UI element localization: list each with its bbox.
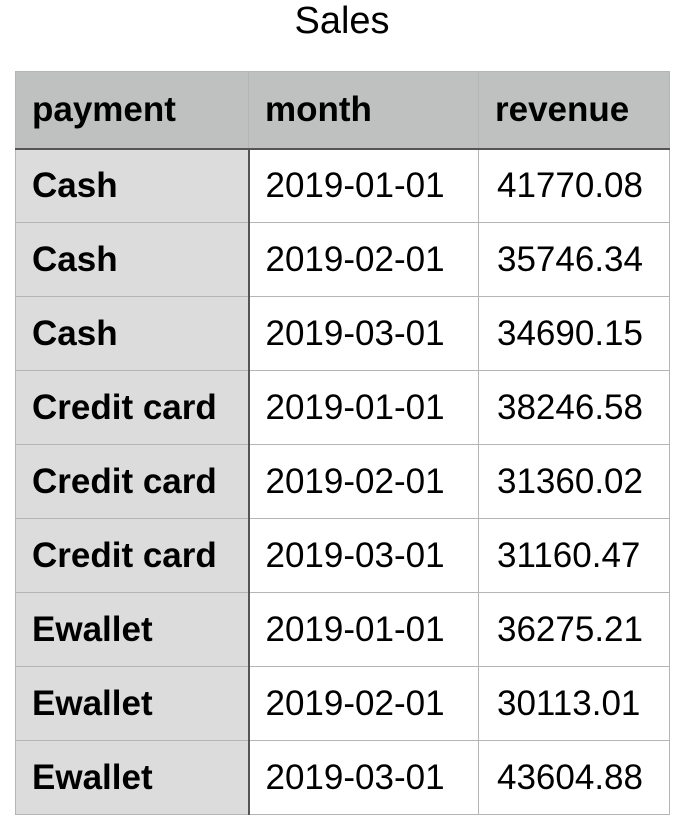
month-cell: 2019-01-01 bbox=[248, 148, 479, 223]
month-cell: 2019-02-01 bbox=[248, 444, 479, 519]
revenue-cell: 30113.01 bbox=[478, 666, 670, 741]
month-cell: 2019-03-01 bbox=[248, 296, 479, 371]
payment-cell: Ewallet bbox=[15, 666, 250, 741]
payment-cell: Cash bbox=[15, 222, 250, 297]
table-row: Cash 2019-03-01 34690.15 bbox=[15, 296, 670, 371]
payment-cell: Ewallet bbox=[15, 592, 250, 667]
table-row: Cash 2019-01-01 41770.08 bbox=[15, 148, 670, 223]
column-header-month: month bbox=[248, 71, 479, 150]
revenue-cell: 31360.02 bbox=[478, 444, 670, 519]
table-row: Credit card 2019-01-01 38246.58 bbox=[15, 370, 670, 445]
table-title: Sales bbox=[294, 0, 390, 42]
revenue-cell: 34690.15 bbox=[478, 296, 670, 371]
revenue-cell: 36275.21 bbox=[478, 592, 670, 667]
month-cell: 2019-02-01 bbox=[248, 666, 479, 741]
payment-cell: Credit card bbox=[15, 518, 250, 593]
table-row: Ewallet 2019-03-01 43604.88 bbox=[15, 740, 670, 815]
revenue-cell: 35746.34 bbox=[478, 222, 670, 297]
table-row: Cash 2019-02-01 35746.34 bbox=[15, 222, 670, 297]
header-row: payment month revenue bbox=[15, 71, 670, 150]
sales-table: payment month revenue Cash 2019-01-01 41… bbox=[15, 71, 670, 815]
month-cell: 2019-01-01 bbox=[248, 370, 479, 445]
revenue-cell: 38246.58 bbox=[478, 370, 670, 445]
revenue-cell: 31160.47 bbox=[478, 518, 670, 593]
payment-cell: Credit card bbox=[15, 444, 250, 519]
table-row: Credit card 2019-03-01 31160.47 bbox=[15, 518, 670, 593]
revenue-cell: 43604.88 bbox=[478, 740, 670, 815]
table-row: Ewallet 2019-01-01 36275.21 bbox=[15, 592, 670, 667]
payment-cell: Cash bbox=[15, 148, 250, 223]
table-row: Ewallet 2019-02-01 30113.01 bbox=[15, 666, 670, 741]
payment-cell: Credit card bbox=[15, 370, 250, 445]
column-header-revenue: revenue bbox=[478, 71, 670, 150]
revenue-cell: 41770.08 bbox=[478, 148, 670, 223]
column-header-payment: payment bbox=[15, 71, 249, 150]
month-cell: 2019-03-01 bbox=[248, 518, 479, 593]
payment-cell: Ewallet bbox=[15, 740, 250, 815]
payment-cell: Cash bbox=[15, 296, 250, 371]
month-cell: 2019-02-01 bbox=[248, 222, 479, 297]
table-row: Credit card 2019-02-01 31360.02 bbox=[15, 444, 670, 519]
month-cell: 2019-01-01 bbox=[248, 592, 479, 667]
month-cell: 2019-03-01 bbox=[248, 740, 479, 815]
